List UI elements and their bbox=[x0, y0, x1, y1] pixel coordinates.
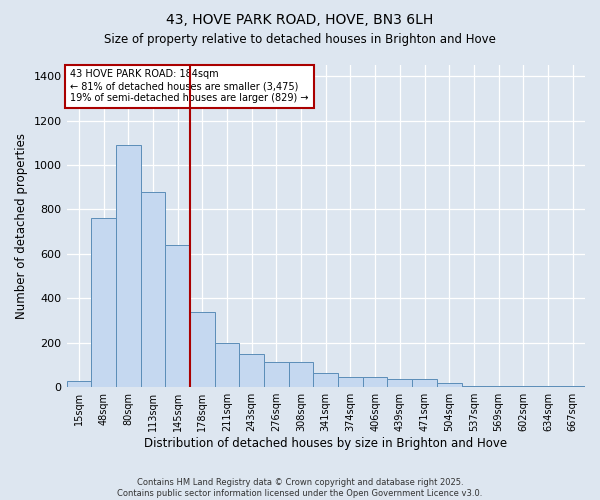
Bar bbox=[363, 377, 388, 387]
Bar bbox=[313, 373, 338, 387]
Bar bbox=[536, 386, 560, 387]
Bar bbox=[239, 354, 264, 387]
Bar bbox=[264, 362, 289, 387]
Bar bbox=[412, 380, 437, 387]
Bar bbox=[190, 312, 215, 387]
Bar bbox=[289, 362, 313, 387]
Bar bbox=[140, 192, 165, 387]
Text: Contains HM Land Registry data © Crown copyright and database right 2025.
Contai: Contains HM Land Registry data © Crown c… bbox=[118, 478, 482, 498]
Text: 43 HOVE PARK ROAD: 184sqm
← 81% of detached houses are smaller (3,475)
19% of se: 43 HOVE PARK ROAD: 184sqm ← 81% of detac… bbox=[70, 70, 309, 102]
Bar bbox=[165, 245, 190, 387]
Bar bbox=[91, 218, 116, 387]
Bar bbox=[486, 386, 511, 387]
Bar bbox=[67, 380, 91, 387]
Bar bbox=[338, 377, 363, 387]
Bar bbox=[461, 386, 486, 387]
Bar bbox=[388, 380, 412, 387]
Bar bbox=[116, 145, 140, 387]
Bar bbox=[560, 386, 585, 387]
Text: 43, HOVE PARK ROAD, HOVE, BN3 6LH: 43, HOVE PARK ROAD, HOVE, BN3 6LH bbox=[166, 12, 434, 26]
Bar bbox=[437, 383, 461, 387]
Bar bbox=[215, 343, 239, 387]
Text: Size of property relative to detached houses in Brighton and Hove: Size of property relative to detached ho… bbox=[104, 32, 496, 46]
Y-axis label: Number of detached properties: Number of detached properties bbox=[15, 133, 28, 319]
Bar bbox=[511, 386, 536, 387]
X-axis label: Distribution of detached houses by size in Brighton and Hove: Distribution of detached houses by size … bbox=[144, 437, 508, 450]
